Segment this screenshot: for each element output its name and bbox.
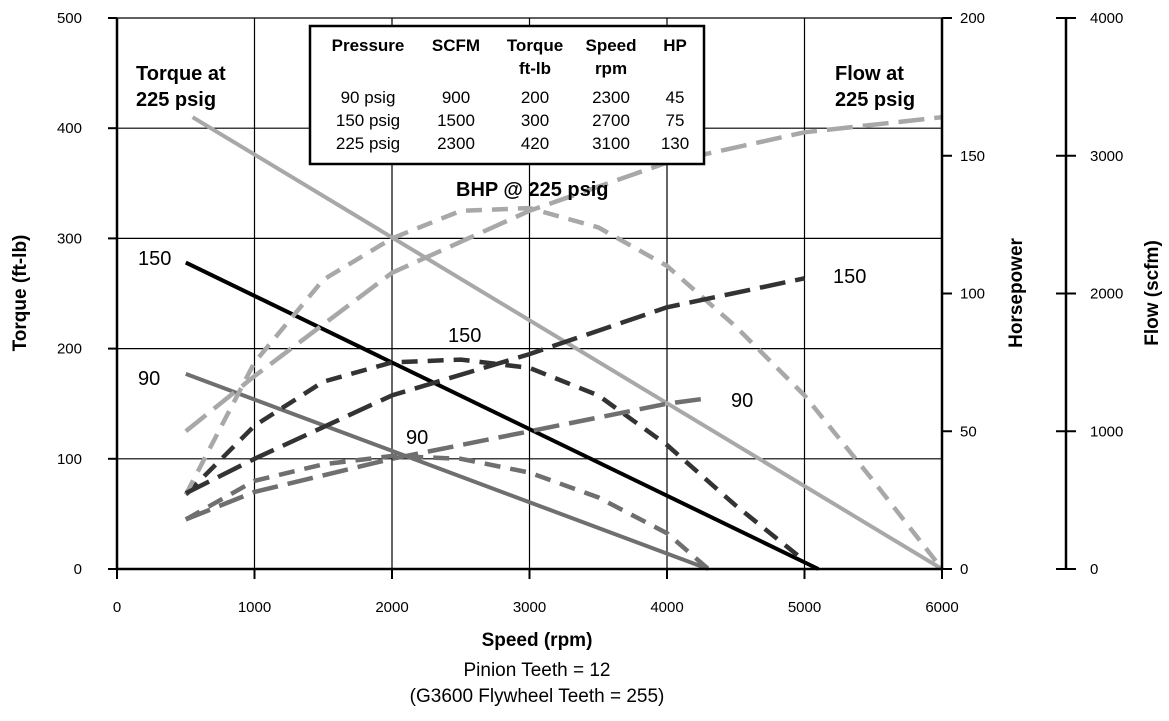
table-cell: 45 — [666, 88, 685, 107]
series-line-flow-90-6 — [184, 395, 709, 522]
table-header-cell: Torque — [507, 36, 563, 55]
x-tick-label: 1000 — [238, 599, 271, 616]
flow-tick-label: 0 — [1090, 561, 1098, 578]
table-cell: 90 psig — [341, 88, 396, 107]
flow-tick-label: 2000 — [1090, 286, 1123, 303]
bhp-90-label: 90 — [406, 427, 428, 449]
flow-90-label: 90 — [731, 390, 753, 412]
horsepower-tick-label: 100 — [960, 286, 985, 303]
y-axis-title-torque: Torque (ft-lb) — [10, 235, 31, 352]
pressure-data-table: Pressure SCFM Torque ft-lb Speed rpm HP 90 psig… — [308, 24, 706, 166]
tick-labels: 0 1000 2000 3000 4000 5000 6000010020030040050… — [57, 10, 1123, 616]
bhp-150-label: 150 — [448, 325, 481, 347]
table-cell: 3100 — [592, 134, 630, 153]
table-cell: 2300 — [592, 88, 630, 107]
table-cell: 300 — [521, 111, 549, 130]
x-tick-label: 0 — [113, 599, 121, 616]
series-line-torque-150-1 — [184, 260, 820, 571]
series-line-bhp-bhp-225-psig-5 — [183, 205, 944, 571]
y-axis-title-flow: Flow (scfm) — [1142, 240, 1163, 346]
torque-225-label-line2: 225 psig — [136, 89, 216, 111]
caption-line-2: (G3600 Flywheel Teeth = 255) — [410, 686, 665, 707]
x-tick-label: 5000 — [788, 599, 821, 616]
flow-tick-label: 3000 — [1090, 148, 1123, 165]
table-header-subcell: ft-lb — [519, 59, 551, 78]
table-cell: 225 psig — [336, 134, 400, 153]
torque-tick-label: 0 — [74, 561, 82, 578]
x-axis-title: Speed (rpm) — [482, 630, 593, 651]
flow-tick-label: 4000 — [1090, 10, 1123, 27]
horsepower-tick-label: 150 — [960, 148, 985, 165]
torque-tick-label: 500 — [57, 10, 82, 27]
table-header-cell: Pressure — [332, 36, 405, 55]
y-axis-title-horsepower: Horsepower — [1006, 237, 1027, 347]
x-tick-label: 3000 — [513, 599, 546, 616]
torque-150-label: 150 — [138, 248, 171, 270]
bhp-225-label: BHP @ 225 psig — [456, 179, 609, 201]
series-line-bhp-90-3 — [184, 453, 710, 571]
torque-tick-label: 400 — [57, 120, 82, 137]
flow-150-label: 150 — [833, 266, 866, 288]
series-lines — [183, 114, 944, 571]
table-header-cell: Speed — [585, 36, 636, 55]
torque-tick-label: 300 — [57, 230, 82, 247]
table-cell: 900 — [442, 88, 470, 107]
torque-90-label: 90 — [138, 368, 160, 390]
table-cell: 150 psig — [336, 111, 400, 130]
table-cell: 200 — [521, 88, 549, 107]
table-cell: 420 — [521, 134, 549, 153]
flow-225-label-line2: 225 psig — [835, 89, 915, 111]
series-line-torque-90-0 — [185, 372, 709, 571]
x-tick-label: 4000 — [650, 599, 683, 616]
table-cell: 2700 — [592, 111, 630, 130]
table-cell: 130 — [661, 134, 689, 153]
torque-tick-label: 100 — [57, 451, 82, 468]
horsepower-tick-label: 200 — [960, 10, 985, 27]
series-line-flow-150-7 — [184, 276, 805, 496]
flow-225-label-line1: Flow at — [835, 63, 904, 85]
table-header-subcell: rpm — [595, 59, 627, 78]
flow-tick-label: 1000 — [1090, 423, 1123, 440]
table-cell: 1500 — [437, 111, 475, 130]
x-tick-label: 2000 — [375, 599, 408, 616]
table-header-cell: HP — [663, 36, 687, 55]
torque-225-label-line1: Torque at — [136, 63, 226, 85]
table-cell: 75 — [666, 111, 685, 130]
series-line-bhp-150-4 — [184, 357, 806, 563]
table-header-cell: SCFM — [432, 36, 480, 55]
table-cell: 2300 — [437, 134, 475, 153]
horsepower-tick-label: 0 — [960, 561, 968, 578]
axes — [108, 17, 1076, 579]
horsepower-tick-label: 50 — [960, 423, 977, 440]
series-line-flow-flow-at-225-psig-8 — [184, 114, 943, 434]
x-tick-label: 6000 — [925, 599, 958, 616]
caption-line-1: Pinion Teeth = 12 — [463, 660, 610, 681]
torque-tick-label: 200 — [57, 341, 82, 358]
table-border — [308, 24, 706, 166]
